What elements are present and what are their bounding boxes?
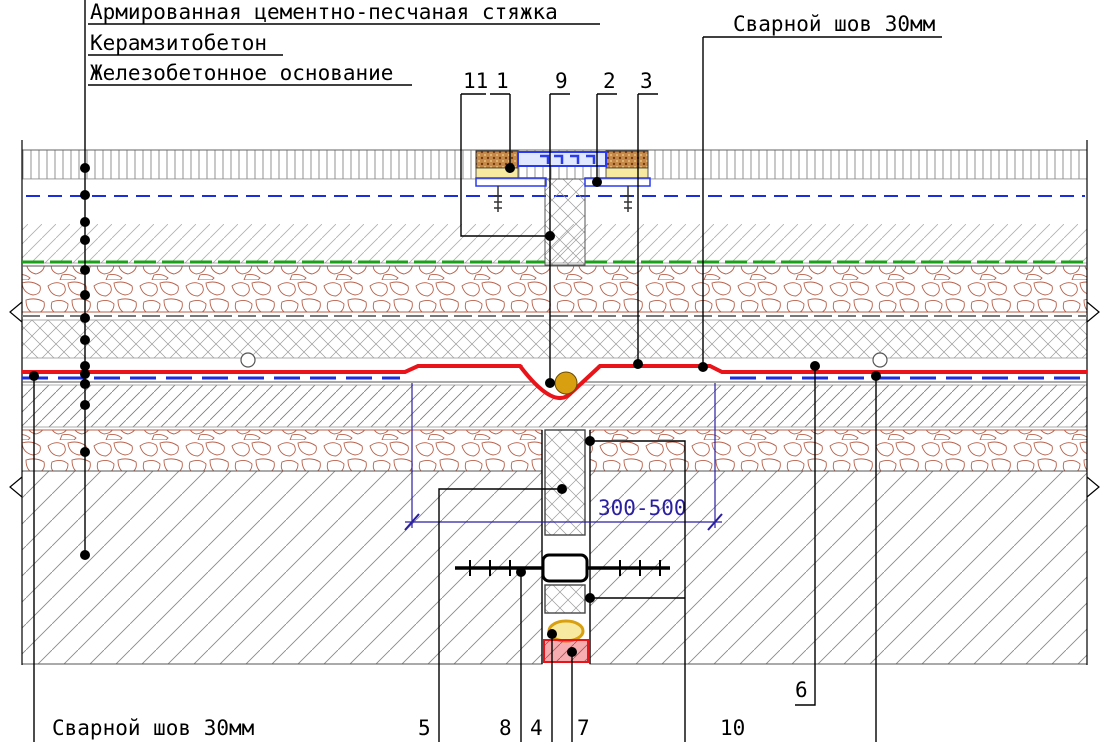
- weld-top-label: Сварной шов 30мм: [733, 12, 936, 36]
- joint-gap: [541, 178, 591, 664]
- callout-3-number: 3: [640, 69, 653, 93]
- callout-7: 7: [567, 647, 590, 742]
- callout-4: 4: [530, 629, 557, 742]
- callout-7-number: 7: [577, 716, 590, 740]
- callout-3: 3: [633, 69, 658, 369]
- callout-10-number: 10: [720, 716, 745, 740]
- callout-1-number: 1: [496, 69, 509, 93]
- callout-1: 1: [490, 69, 515, 173]
- callout-5-number: 5: [418, 716, 431, 740]
- callout-5: 5: [418, 484, 567, 742]
- callout-11: 11: [460, 69, 555, 241]
- dimension-300-500: 300-500: [404, 383, 723, 531]
- callout-10: 10: [585, 436, 745, 742]
- green-film-layer: [22, 260, 1087, 267]
- callout-9-number: 9: [555, 69, 568, 93]
- callout-unlabeled-right: [871, 371, 881, 742]
- weld-top-callout: Сварной шов 30мм: [698, 12, 942, 372]
- dimension-text: 300-500: [598, 496, 687, 520]
- callout-8: 8: [499, 567, 526, 742]
- callout-2: 2: [592, 69, 617, 187]
- callout-6: 6: [795, 361, 820, 706]
- callout-2-number: 2: [603, 69, 616, 93]
- label-rc-base: Железобетонное основание: [90, 61, 393, 85]
- callout-4-number: 4: [530, 716, 543, 740]
- waterstop: [455, 553, 670, 583]
- weld-bottom-label: Сварной шов 30мм: [52, 716, 255, 740]
- label-screed: Армированная цементно-песчаная стяжка: [90, 0, 558, 24]
- sealant-mastic: [543, 639, 589, 663]
- layer-labels: Армированная цементно-песчаная стяжка Ке…: [80, 0, 600, 560]
- callout-8-number: 8: [499, 716, 512, 740]
- expansion-joint-profile: [475, 150, 651, 212]
- callout-11-number: 11: [463, 69, 488, 93]
- sealing-cord-upper: [554, 371, 578, 395]
- label-expanded-clay-concrete: Керамзитобетон: [90, 31, 267, 55]
- membrane-fixing-right: [872, 352, 888, 368]
- layer-fills: [21, 149, 1088, 665]
- callout-9: 9: [545, 69, 570, 388]
- callout-6-number: 6: [795, 678, 808, 702]
- break-lines: [9, 140, 1100, 665]
- weld-bottom-callout: Сварной шов 30мм: [29, 371, 255, 742]
- membrane-fixing-left: [240, 352, 256, 368]
